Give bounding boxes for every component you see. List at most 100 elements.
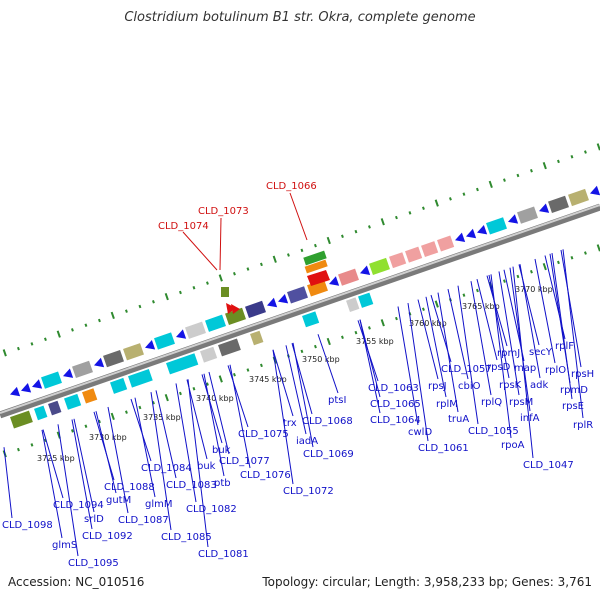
- gene-block[interactable]: [166, 353, 199, 375]
- gene-arrow[interactable]: [358, 265, 371, 278]
- gene-label[interactable]: glmS: [52, 540, 77, 551]
- gene-block[interactable]: [250, 330, 264, 346]
- gene-block[interactable]: [154, 332, 175, 350]
- cld-1073-arrow-2[interactable]: [231, 304, 240, 314]
- gene-block[interactable]: [110, 377, 128, 394]
- gene-arrow[interactable]: [143, 340, 156, 352]
- gene-label[interactable]: rplF: [555, 341, 574, 352]
- gene-label[interactable]: CLD_1061: [418, 443, 469, 454]
- gene-block[interactable]: [245, 300, 266, 319]
- gene-label[interactable]: CLD_1072: [283, 486, 334, 497]
- gene-block[interactable]: [302, 311, 320, 328]
- gene-label[interactable]: srlD: [84, 514, 104, 525]
- gene-label[interactable]: CLD_1081: [198, 549, 249, 560]
- gene-label[interactable]: CLD_1098: [2, 520, 53, 531]
- gene-block[interactable]: [437, 235, 455, 252]
- gene-block[interactable]: [369, 257, 390, 276]
- gene-block[interactable]: [10, 410, 33, 429]
- gene-label[interactable]: CLD_1084: [141, 463, 192, 474]
- gene-label[interactable]: truA: [448, 414, 469, 425]
- gene-arrow[interactable]: [61, 368, 74, 380]
- gene-arrow[interactable]: [19, 383, 32, 395]
- gene-block[interactable]: [128, 369, 153, 388]
- gene-label[interactable]: rplQ: [481, 397, 502, 408]
- gene-block[interactable]: [568, 188, 589, 207]
- gene-block[interactable]: [205, 314, 226, 332]
- gene-block[interactable]: [72, 360, 93, 379]
- gene-block[interactable]: [517, 206, 538, 224]
- gene-label[interactable]: secY: [529, 347, 553, 358]
- gene-arrow[interactable]: [265, 297, 278, 310]
- gene-block[interactable]: [218, 338, 241, 357]
- gene-label[interactable]: infA: [520, 413, 540, 424]
- gene-arrow[interactable]: [453, 232, 466, 245]
- gene-label[interactable]: CLD_1076: [240, 470, 291, 481]
- gene-arrow[interactable]: [276, 293, 289, 306]
- gene-label[interactable]: gutM: [106, 495, 131, 506]
- gene-block[interactable]: [548, 195, 569, 214]
- gene-label[interactable]: rpsD: [487, 362, 511, 373]
- gene-label[interactable]: buk: [212, 445, 231, 456]
- gene-label[interactable]: CLD_1095: [68, 558, 119, 569]
- gene-block[interactable]: [405, 246, 423, 263]
- label-cld-1066[interactable]: CLD_1066: [266, 181, 317, 192]
- gene-label[interactable]: iadA: [296, 436, 318, 447]
- gene-label[interactable]: CLD_1083: [166, 480, 217, 491]
- gene-block[interactable]: [421, 241, 439, 258]
- gene-arrow[interactable]: [327, 276, 340, 288]
- gene-label[interactable]: CLD_1047: [523, 460, 574, 471]
- gene-block[interactable]: [103, 350, 124, 368]
- gene-label[interactable]: CLD_1068: [302, 416, 353, 427]
- gene-label[interactable]: map: [514, 363, 536, 374]
- cld-1074-box[interactable]: [221, 287, 229, 297]
- gene-block[interactable]: [486, 217, 507, 235]
- gene-label[interactable]: CLD_1092: [82, 531, 133, 542]
- gene-label[interactable]: buk: [197, 461, 216, 472]
- gene-label[interactable]: CLD_1065: [370, 399, 421, 410]
- gene-label[interactable]: rpsJ: [428, 381, 447, 392]
- cld-1066-arrow[interactable]: [307, 270, 330, 286]
- gene-label[interactable]: CLD_1063: [368, 383, 419, 394]
- gene-label[interactable]: ptsI: [328, 395, 346, 406]
- gene-block[interactable]: [200, 346, 218, 363]
- gene-label[interactable]: rpsE: [562, 401, 584, 412]
- gene-label[interactable]: rplM: [436, 399, 458, 410]
- gene-block[interactable]: [287, 286, 308, 304]
- cld-1073-arrow[interactable]: [226, 303, 236, 314]
- gene-label[interactable]: rplR: [573, 420, 593, 431]
- gene-label[interactable]: rpoA: [501, 440, 525, 451]
- gene-label[interactable]: rpmJ: [497, 348, 520, 359]
- gene-block[interactable]: [48, 400, 62, 416]
- cld-1066-box-orange[interactable]: [304, 259, 328, 274]
- gene-arrow[interactable]: [92, 357, 105, 370]
- gene-label[interactable]: CLD_1087: [118, 515, 169, 526]
- gene-label[interactable]: ptb: [214, 478, 231, 489]
- gene-label[interactable]: CLD_1077: [219, 456, 270, 467]
- gene-block[interactable]: [358, 292, 374, 308]
- gene-label[interactable]: rpsH: [571, 369, 594, 380]
- gene-label[interactable]: cbiO: [458, 381, 481, 392]
- gene-arrow[interactable]: [174, 329, 187, 341]
- gene-block[interactable]: [389, 252, 407, 269]
- gene-label[interactable]: CLD_1085: [161, 532, 212, 543]
- gene-label[interactable]: adk: [530, 380, 548, 391]
- gene-arrow[interactable]: [30, 379, 43, 391]
- gene-block[interactable]: [34, 405, 48, 421]
- gene-label[interactable]: CLD_1055: [468, 426, 519, 437]
- gene-label[interactable]: CLD_1069: [303, 449, 354, 460]
- label-cld-1074[interactable]: CLD_1074: [158, 221, 209, 232]
- gene-block[interactable]: [82, 388, 98, 404]
- gene-arrow[interactable]: [475, 224, 488, 237]
- gene-block[interactable]: [123, 343, 144, 361]
- gene-label[interactable]: CLD_1057: [441, 364, 492, 375]
- gene-label[interactable]: rpmD: [560, 385, 588, 396]
- gene-label[interactable]: rpsM: [509, 397, 533, 408]
- gene-label[interactable]: CLD_1082: [186, 504, 237, 515]
- gene-label[interactable]: trx: [283, 418, 297, 429]
- gene-label[interactable]: CLD_1075: [238, 429, 289, 440]
- gene-block[interactable]: [185, 321, 206, 339]
- gene-label[interactable]: cwlD: [408, 427, 432, 438]
- gene-label[interactable]: CLD_1094: [53, 500, 104, 511]
- gene-label[interactable]: CLD_1064: [370, 415, 421, 426]
- gene-label[interactable]: rplO: [545, 365, 566, 376]
